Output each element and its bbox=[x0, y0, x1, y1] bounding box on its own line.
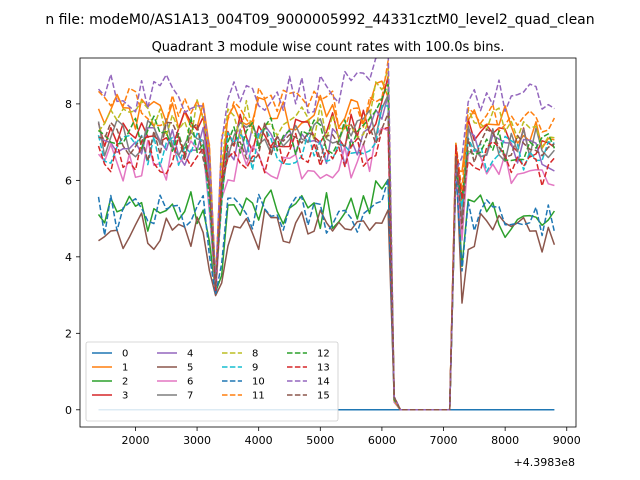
legend-label-7: 7 bbox=[187, 391, 193, 402]
legend-label-0: 0 bbox=[122, 349, 128, 360]
x-tick-label: 5000 bbox=[306, 434, 334, 447]
legend-label-6: 6 bbox=[187, 377, 193, 388]
x-tick-label: 6000 bbox=[368, 434, 396, 447]
y-tick-label: 6 bbox=[65, 174, 72, 187]
legend-label-2: 2 bbox=[122, 377, 128, 388]
series-line-11 bbox=[97, 60, 556, 411]
series-line-9 bbox=[97, 104, 555, 411]
series-line-13 bbox=[97, 126, 555, 411]
x-tick-label: 7000 bbox=[430, 434, 458, 447]
legend-label-4: 4 bbox=[187, 349, 193, 360]
legend-label-3: 3 bbox=[122, 391, 128, 402]
legend-label-13: 13 bbox=[317, 363, 330, 374]
series-line-8 bbox=[97, 67, 555, 411]
legend-label-12: 12 bbox=[317, 349, 330, 360]
legend-label-5: 5 bbox=[187, 363, 193, 374]
x-offset-label: +4.3983e8 bbox=[514, 456, 575, 469]
y-tick-label: 2 bbox=[65, 327, 72, 340]
series-line-5 bbox=[98, 154, 556, 411]
y-tick-label: 4 bbox=[65, 251, 72, 264]
series-line-15 bbox=[98, 112, 555, 411]
y-axis: 0 2 4 6 8 bbox=[65, 98, 80, 417]
series-line-12 bbox=[98, 83, 556, 411]
legend-label-10: 10 bbox=[252, 377, 265, 388]
x-tick-label: 2000 bbox=[121, 434, 149, 447]
x-tick-label: 9000 bbox=[553, 434, 581, 447]
figure-suptitle: n file: modeM0/AS1A13_004T09_9000005992_… bbox=[45, 12, 594, 28]
chart-title: Quadrant 3 module wise count rates with … bbox=[152, 40, 505, 55]
legend-label-8: 8 bbox=[252, 349, 258, 360]
legend-label-9: 9 bbox=[252, 363, 258, 374]
plot-area bbox=[79, 57, 577, 428]
legend-label-14: 14 bbox=[317, 377, 330, 388]
x-tick-label: 3000 bbox=[183, 434, 211, 447]
legend-label-1: 1 bbox=[122, 363, 128, 374]
x-tick-label: 4000 bbox=[245, 434, 273, 447]
legend-label-15: 15 bbox=[317, 391, 330, 402]
y-tick-label: 0 bbox=[65, 404, 72, 417]
series-line-10 bbox=[97, 170, 556, 411]
plot-frame bbox=[79, 57, 577, 428]
x-tick-label: 8000 bbox=[491, 434, 519, 447]
series-line-14 bbox=[97, 58, 555, 411]
x-axis: 2000 3000 4000 5000 6000 7000 8000 9000 bbox=[121, 427, 581, 447]
legend-box bbox=[85, 341, 339, 422]
series-line-2 bbox=[97, 160, 556, 411]
legend-label-11: 11 bbox=[252, 391, 265, 402]
y-tick-label: 8 bbox=[65, 98, 72, 111]
series-line-1 bbox=[97, 80, 555, 411]
